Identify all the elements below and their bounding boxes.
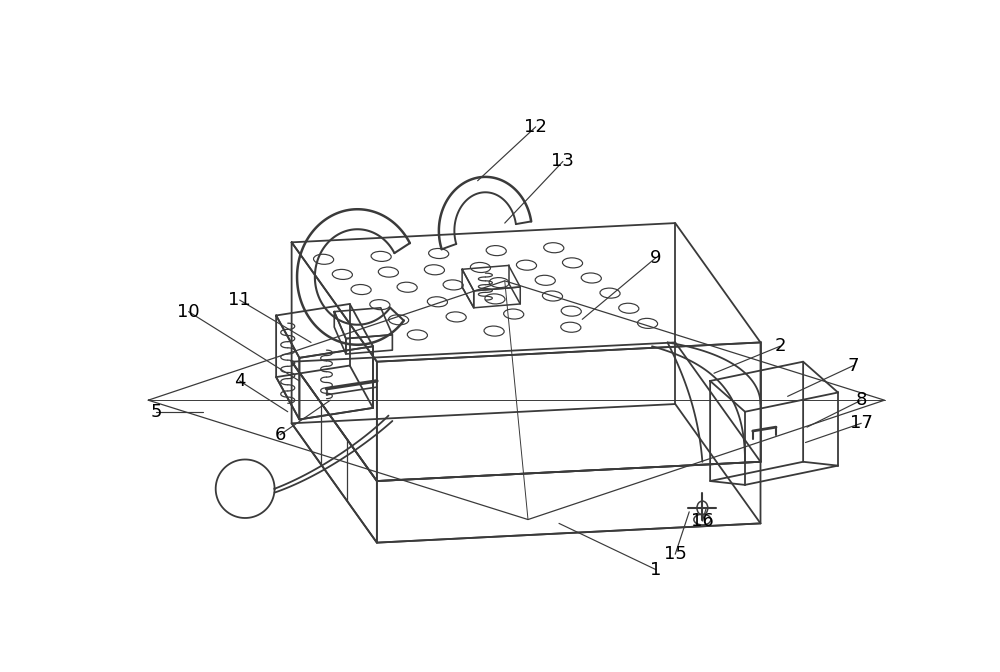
Text: 6: 6: [274, 426, 286, 444]
Text: 15: 15: [664, 545, 687, 563]
Text: 9: 9: [650, 249, 662, 267]
Text: 8: 8: [856, 391, 867, 409]
Text: 7: 7: [848, 357, 859, 374]
Text: 2: 2: [774, 337, 786, 355]
Text: 4: 4: [234, 372, 245, 390]
Text: 17: 17: [850, 415, 873, 432]
Text: 16: 16: [691, 512, 714, 530]
Text: 11: 11: [228, 291, 251, 309]
Text: 12: 12: [524, 118, 547, 136]
Text: 13: 13: [551, 153, 574, 171]
Text: 10: 10: [177, 302, 200, 321]
Text: 1: 1: [650, 560, 662, 579]
Text: 5: 5: [150, 403, 162, 421]
